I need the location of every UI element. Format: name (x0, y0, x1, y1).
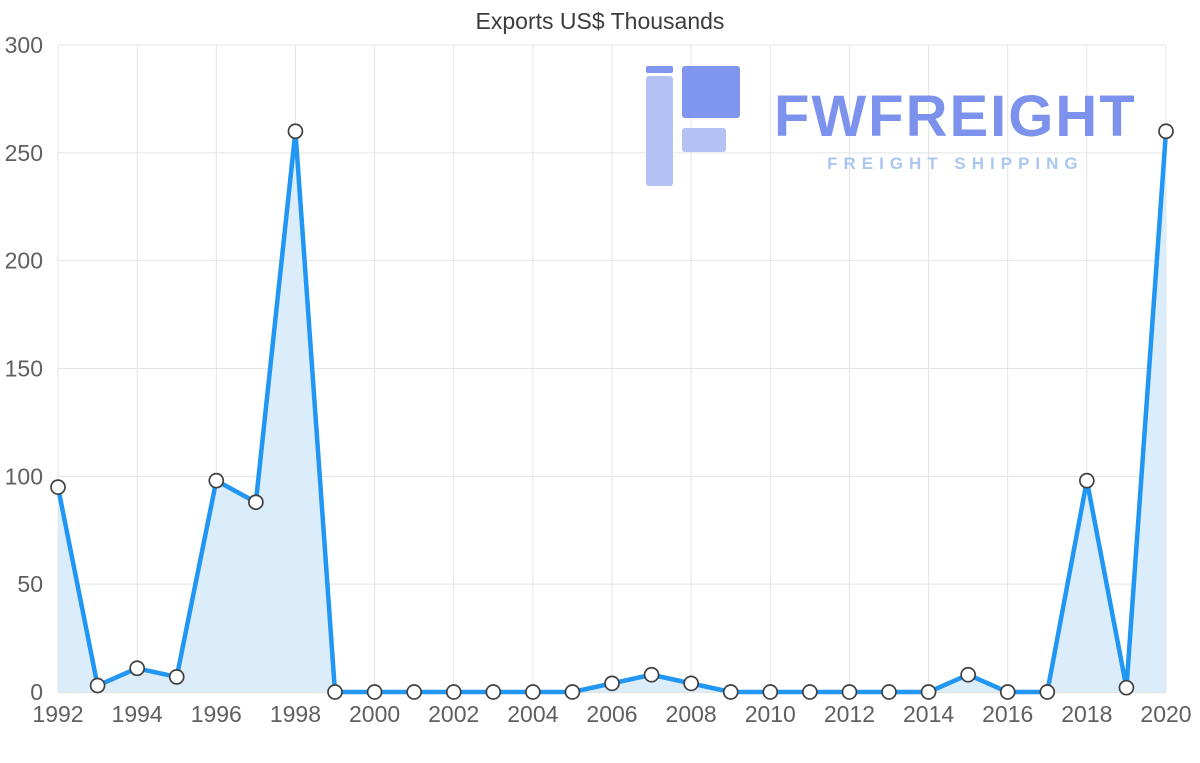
watermark-brand-text: FWFREIGHT (774, 84, 1137, 149)
svg-text:2020: 2020 (1140, 701, 1191, 727)
svg-text:2004: 2004 (507, 701, 558, 727)
svg-text:1994: 1994 (112, 701, 163, 727)
svg-text:2008: 2008 (666, 701, 717, 727)
svg-text:2000: 2000 (349, 701, 400, 727)
svg-text:250: 250 (5, 140, 43, 166)
watermark-tagline-text: FREIGHT SHIPPING (827, 154, 1084, 173)
svg-text:300: 300 (5, 32, 43, 58)
watermark-text-block: FWFREIGHT FREIGHT SHIPPING (774, 66, 1137, 174)
svg-text:2010: 2010 (745, 701, 796, 727)
svg-text:2012: 2012 (824, 701, 875, 727)
fwfreight-logo-icon (646, 66, 740, 186)
svg-text:200: 200 (5, 248, 43, 274)
svg-text:1998: 1998 (270, 701, 321, 727)
svg-text:2002: 2002 (428, 701, 479, 727)
svg-text:1996: 1996 (191, 701, 242, 727)
svg-text:2014: 2014 (903, 701, 954, 727)
svg-text:0: 0 (30, 679, 43, 705)
svg-text:2006: 2006 (586, 701, 637, 727)
chart-title: Exports US$ Thousands (475, 8, 725, 34)
svg-text:2018: 2018 (1061, 701, 1112, 727)
svg-text:1992: 1992 (32, 701, 83, 727)
svg-text:100: 100 (5, 463, 43, 489)
fwfreight-watermark: FWFREIGHT FREIGHT SHIPPING (646, 66, 1137, 186)
svg-text:2016: 2016 (982, 701, 1033, 727)
svg-text:150: 150 (5, 356, 43, 382)
svg-text:50: 50 (17, 571, 43, 597)
